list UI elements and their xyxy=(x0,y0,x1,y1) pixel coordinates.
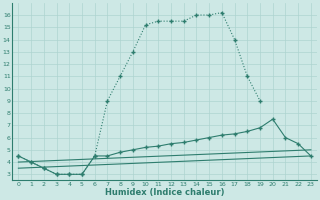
X-axis label: Humidex (Indice chaleur): Humidex (Indice chaleur) xyxy=(105,188,224,197)
